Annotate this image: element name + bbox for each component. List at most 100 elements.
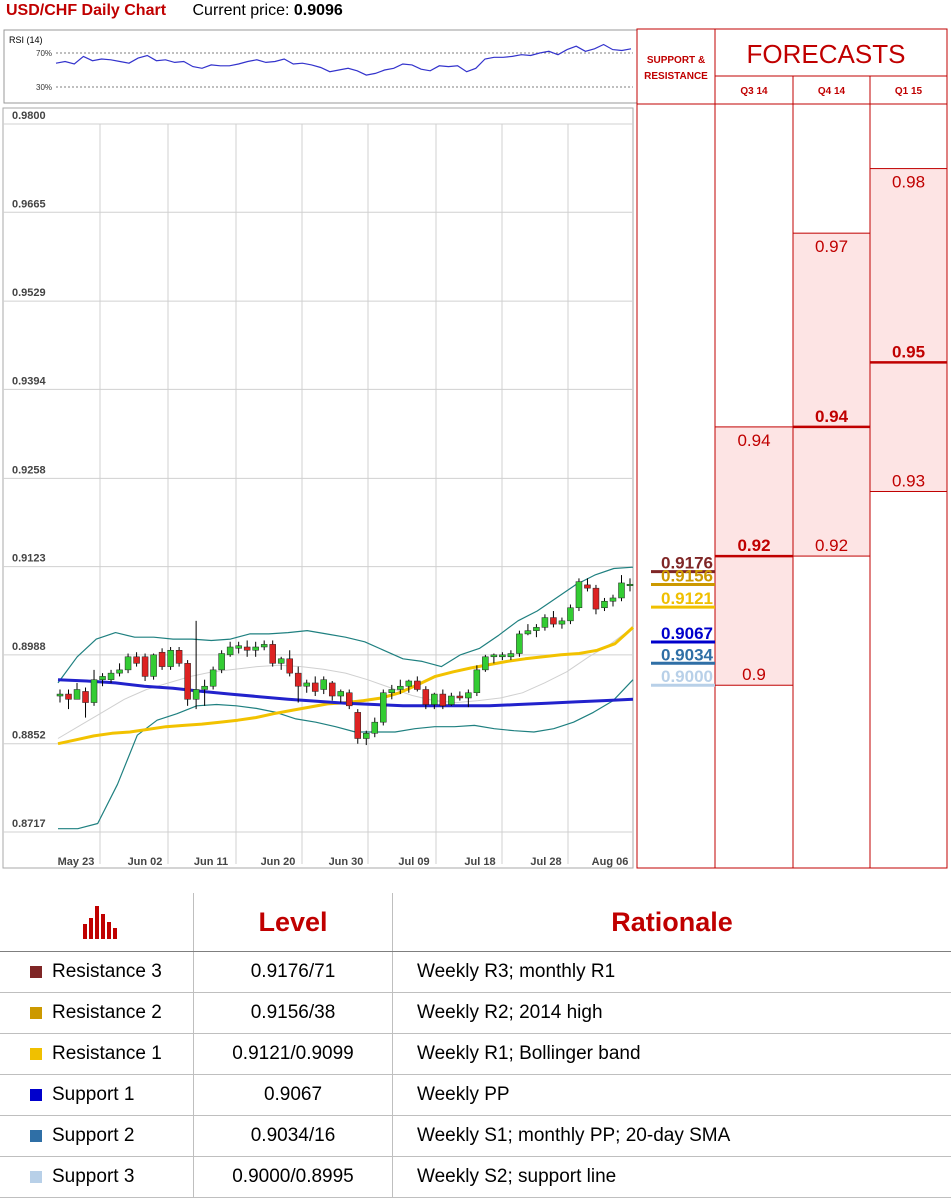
row-rationale: Weekly PP <box>393 1075 951 1116</box>
candle-body <box>482 657 488 670</box>
candle-body <box>567 608 573 621</box>
level-header: Level <box>194 893 393 952</box>
candle-body <box>134 657 140 664</box>
table-header-icon-cell <box>0 893 194 952</box>
x-tick-label: Jul 09 <box>398 856 429 868</box>
row-name-cell: Resistance 3 <box>0 952 194 993</box>
sr-label-support1: 0.9067 <box>661 624 713 643</box>
candle-body <box>168 650 174 666</box>
x-tick-label: Jun 02 <box>128 856 163 868</box>
candle-body <box>202 686 208 689</box>
rsi-level-label: 70% <box>36 49 52 58</box>
candle-body <box>576 582 582 608</box>
candle-body <box>142 657 148 677</box>
color-swatch <box>30 1089 42 1101</box>
candle-body <box>474 670 480 693</box>
plot-frame <box>3 108 633 868</box>
forecast-mid-label: 0.95 <box>892 342 925 361</box>
row-rationale: Weekly R3; monthly R1 <box>393 952 951 993</box>
row-rationale: Weekly R1; Bollinger band <box>393 1034 951 1075</box>
forecast-column-header: Q3 14 <box>740 86 768 97</box>
candle-body <box>278 659 284 664</box>
candle-body <box>312 683 318 691</box>
color-swatch <box>30 1171 42 1183</box>
sr-label-resistance2: 0.9156 <box>661 566 713 585</box>
price-chart: 0.98000.96650.95290.93940.92580.91230.89… <box>3 108 633 868</box>
color-swatch <box>30 1130 42 1142</box>
y-tick-label: 0.9529 <box>12 287 46 299</box>
forecast-range <box>870 169 947 492</box>
x-tick-label: Jun 11 <box>194 856 228 868</box>
candle-body <box>321 680 327 690</box>
row-name: Support 1 <box>52 1084 134 1105</box>
candle-body <box>610 598 616 601</box>
candle-body <box>440 694 446 706</box>
forecast-mid-label: 0.92 <box>737 536 770 555</box>
candle-body <box>176 650 182 663</box>
sr-label-support3: 0.9000 <box>661 667 713 686</box>
candle <box>210 667 216 690</box>
candle-body <box>151 655 157 677</box>
candle-body <box>423 689 429 704</box>
rsi-label: RSI (14) <box>9 35 43 45</box>
row-rationale: Weekly R2; 2014 high <box>393 993 951 1034</box>
candle-body <box>108 673 114 680</box>
candle <box>516 631 522 657</box>
color-swatch <box>30 1007 42 1019</box>
row-name: Resistance 1 <box>52 1043 162 1064</box>
candle-body <box>57 694 63 696</box>
sr-label-support2: 0.9034 <box>661 645 714 664</box>
candle-body <box>355 712 361 738</box>
bar-chart-icon <box>0 893 193 945</box>
candle-body <box>601 601 607 608</box>
row-level: 0.9034/16 <box>194 1116 393 1157</box>
candle-body <box>338 691 344 696</box>
x-tick-label: Jul 28 <box>530 856 561 868</box>
row-level: 0.9067 <box>194 1075 393 1116</box>
row-name-cell: Resistance 1 <box>0 1034 194 1075</box>
candle-body <box>117 670 123 673</box>
candle <box>576 578 582 611</box>
candle-body <box>380 693 386 722</box>
candle-body <box>499 655 505 657</box>
y-tick-label: 0.8717 <box>12 818 46 830</box>
support-resistance-label: SUPPORT & <box>647 55 705 66</box>
row-level: 0.9156/38 <box>194 993 393 1034</box>
candle-body <box>363 733 369 738</box>
forecast-high-label: 0.98 <box>892 173 925 192</box>
candle-body <box>525 631 531 634</box>
candle-body <box>66 694 72 699</box>
candle-body <box>91 680 97 703</box>
candle-body <box>559 621 565 624</box>
y-tick-label: 0.9123 <box>12 553 46 565</box>
y-tick-label: 0.9258 <box>12 464 46 476</box>
candle-body <box>210 670 216 686</box>
forecast-column-header: Q1 15 <box>895 86 923 97</box>
x-tick-label: Aug 06 <box>592 856 629 868</box>
candle-body <box>295 673 301 686</box>
color-swatch <box>30 1048 42 1060</box>
row-level: 0.9176/71 <box>194 952 393 993</box>
forecast-high-label: 0.97 <box>815 237 848 256</box>
candle <box>151 654 157 680</box>
candle-body <box>261 644 267 647</box>
candle-body <box>227 647 233 655</box>
candle-body <box>329 683 335 696</box>
candle-body <box>406 681 412 686</box>
row-level: 0.9000/0.8995 <box>194 1157 393 1198</box>
candle-body <box>542 618 548 628</box>
y-tick-label: 0.9394 <box>12 375 47 387</box>
y-tick-label: 0.8852 <box>12 730 46 742</box>
row-name: Resistance 2 <box>52 1002 162 1023</box>
candle-body <box>533 627 539 630</box>
row-rationale: Weekly S1; monthly PP; 20-day SMA <box>393 1116 951 1157</box>
candle-body <box>593 588 599 609</box>
candle-body <box>159 652 165 666</box>
support-resistance-label: RESISTANCE <box>644 71 708 82</box>
x-tick-label: Jun 20 <box>261 856 296 868</box>
candle <box>219 650 225 673</box>
